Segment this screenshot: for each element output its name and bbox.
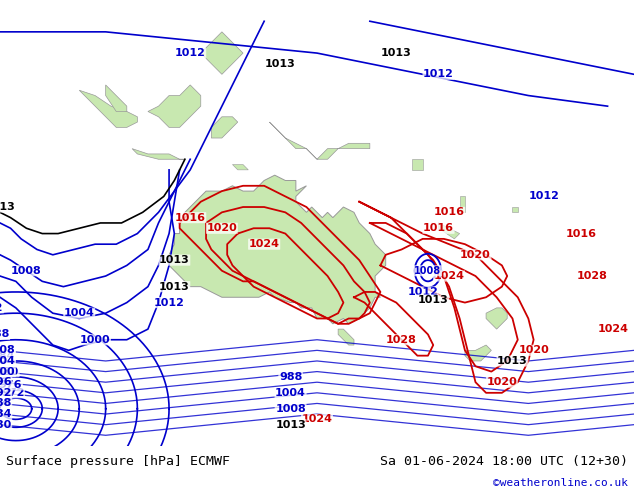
Polygon shape	[486, 308, 507, 329]
Text: 1013: 1013	[159, 255, 190, 265]
Text: 1013: 1013	[264, 59, 295, 69]
Text: 1024: 1024	[434, 271, 465, 281]
Text: 1016: 1016	[175, 213, 205, 222]
Text: 976: 976	[0, 380, 22, 390]
Text: 1000: 1000	[80, 335, 110, 345]
Text: 1012: 1012	[529, 192, 560, 201]
Text: 1008: 1008	[11, 266, 42, 276]
Text: 1020: 1020	[460, 250, 491, 260]
Text: 1013: 1013	[381, 48, 411, 58]
Text: Surface pressure [hPa] ECMWF: Surface pressure [hPa] ECMWF	[6, 455, 230, 468]
Polygon shape	[439, 223, 460, 239]
Text: 1004: 1004	[275, 388, 306, 398]
Text: 992: 992	[0, 303, 3, 313]
Text: 992: 992	[0, 388, 12, 398]
Text: 1004: 1004	[0, 356, 15, 366]
Text: 1012: 1012	[423, 69, 454, 79]
Polygon shape	[106, 85, 127, 112]
Text: 1013: 1013	[0, 202, 15, 212]
Polygon shape	[132, 148, 185, 159]
Text: 1013: 1013	[159, 282, 190, 292]
Polygon shape	[412, 159, 423, 170]
Text: 1020: 1020	[486, 377, 517, 387]
Polygon shape	[512, 207, 518, 212]
Text: 1024: 1024	[249, 239, 280, 249]
Text: 980: 980	[0, 419, 11, 430]
Text: 988: 988	[0, 398, 11, 409]
Text: 1013: 1013	[418, 295, 449, 305]
Text: 1016: 1016	[423, 223, 454, 233]
Polygon shape	[211, 117, 238, 138]
Text: 1000: 1000	[0, 367, 15, 377]
Text: 1028: 1028	[576, 271, 607, 281]
Text: 1020: 1020	[518, 345, 549, 355]
Polygon shape	[269, 122, 370, 159]
Text: 980: 980	[0, 367, 19, 377]
Text: 1024: 1024	[597, 324, 628, 334]
Text: 988: 988	[0, 329, 10, 340]
Polygon shape	[79, 90, 138, 127]
Text: 1016: 1016	[434, 207, 465, 218]
Text: 1024: 1024	[302, 415, 332, 424]
Polygon shape	[460, 196, 465, 212]
Polygon shape	[169, 175, 385, 324]
Polygon shape	[201, 32, 243, 74]
Polygon shape	[465, 345, 491, 361]
Polygon shape	[338, 329, 354, 345]
Text: 1028: 1028	[386, 335, 417, 345]
Text: 1012: 1012	[407, 287, 438, 297]
Text: 1016: 1016	[566, 228, 597, 239]
Polygon shape	[148, 85, 201, 127]
Text: 1008: 1008	[0, 345, 15, 355]
Text: 988: 988	[279, 372, 302, 382]
Text: 1008: 1008	[415, 266, 441, 276]
Text: 984: 984	[0, 409, 12, 419]
Text: 996: 996	[0, 377, 12, 387]
Text: 1013: 1013	[497, 356, 528, 366]
Text: 1008: 1008	[275, 404, 306, 414]
Polygon shape	[233, 165, 249, 170]
Text: Sa 01-06-2024 18:00 UTC (12+30): Sa 01-06-2024 18:00 UTC (12+30)	[380, 455, 628, 468]
Text: 1012: 1012	[175, 48, 205, 58]
Text: 984: 984	[0, 351, 15, 361]
Text: 1012: 1012	[153, 297, 184, 308]
Text: 1020: 1020	[207, 223, 237, 233]
Text: 1004: 1004	[64, 308, 94, 318]
Text: 1013: 1013	[275, 419, 306, 430]
Text: ©weatheronline.co.uk: ©weatheronline.co.uk	[493, 478, 628, 489]
Text: 972: 972	[1, 388, 24, 398]
